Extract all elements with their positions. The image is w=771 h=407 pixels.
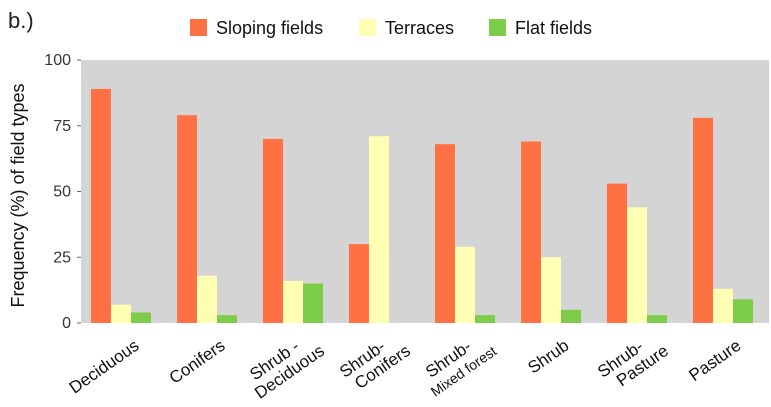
bar-terraces	[283, 280, 303, 323]
bar-sloping-fields	[521, 141, 541, 323]
bar-sloping-fields	[693, 117, 713, 323]
y-axis: 0 25 50 75 100	[44, 52, 81, 332]
bar-flat-fields	[475, 315, 495, 323]
bar-flat-fields	[561, 309, 581, 323]
category-label: Shrub-Conifers	[336, 337, 414, 393]
bar-terraces	[197, 275, 217, 323]
bar-sloping-fields	[607, 183, 627, 323]
category-label: Shrub-Pasture	[594, 337, 672, 391]
legend-label: Terraces	[385, 18, 454, 38]
category-label: Shrub -Deciduous	[246, 337, 328, 403]
category-label: Deciduous	[66, 336, 143, 398]
y-tick-label: 75	[53, 118, 71, 135]
bar-flat-fields	[217, 315, 237, 323]
bars	[91, 88, 753, 324]
legend-label: Flat fields	[515, 18, 592, 38]
bar-flat-fields	[131, 312, 151, 323]
bar-terraces	[713, 288, 733, 323]
y-tick-label: 50	[53, 184, 71, 201]
category-label: Pasture	[686, 336, 745, 385]
bar-flat-fields	[647, 315, 667, 323]
legend-swatch	[359, 19, 376, 36]
y-axis-label: Frequency (%) of field types	[8, 83, 28, 307]
bar-sloping-fields	[263, 138, 283, 323]
category-label-text: Deciduous	[66, 336, 143, 398]
category-label-text: Pasture	[686, 336, 745, 385]
bar-flat-fields	[733, 299, 753, 323]
legend: Sloping fields Terraces Flat fields	[190, 18, 592, 38]
y-tick-label: 25	[53, 249, 71, 266]
y-tick-label: 100	[44, 52, 71, 69]
bar-flat-fields	[303, 283, 323, 323]
category-label: Conifers	[166, 336, 229, 388]
category-label-text: Shrub	[524, 336, 572, 378]
bar-terraces	[541, 257, 561, 323]
bar-terraces	[369, 136, 389, 323]
bar-sloping-fields	[349, 244, 369, 323]
bar-sloping-fields	[177, 115, 197, 323]
bar-sloping-fields	[435, 144, 455, 323]
legend-swatch	[489, 19, 506, 36]
bar-sloping-fields	[91, 88, 111, 324]
bar-terraces	[111, 304, 131, 323]
category-label: Shrub-Mixed forest	[422, 337, 499, 400]
bar-terraces	[627, 207, 647, 323]
category-label: Shrub	[524, 336, 572, 378]
legend-swatch	[190, 19, 207, 36]
y-tick-label: 0	[62, 315, 71, 332]
bar-terraces	[455, 246, 475, 323]
category-label-text: Conifers	[166, 336, 229, 388]
x-axis-labels: Deciduous Conifers Shrub -Deciduous Shrub-C…	[66, 336, 745, 403]
panel-label: b.)	[8, 8, 34, 33]
legend-label: Sloping fields	[216, 18, 323, 38]
